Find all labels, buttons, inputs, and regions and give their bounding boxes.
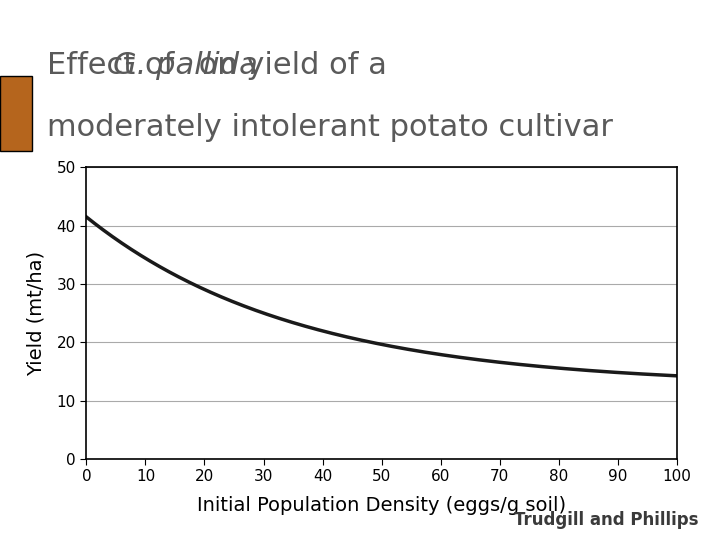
Text: Effect of: Effect of <box>47 51 184 80</box>
Text: moderately intolerant potato cultivar: moderately intolerant potato cultivar <box>47 113 613 143</box>
Text: Trudgill and Phillips: Trudgill and Phillips <box>514 511 698 529</box>
X-axis label: Initial Population Density (eggs/g soil): Initial Population Density (eggs/g soil) <box>197 496 566 515</box>
Text: G. pallida: G. pallida <box>113 51 258 80</box>
Text: on yield of a: on yield of a <box>189 51 387 80</box>
FancyBboxPatch shape <box>0 76 32 151</box>
Y-axis label: Yield (mt/ha): Yield (mt/ha) <box>27 251 45 376</box>
